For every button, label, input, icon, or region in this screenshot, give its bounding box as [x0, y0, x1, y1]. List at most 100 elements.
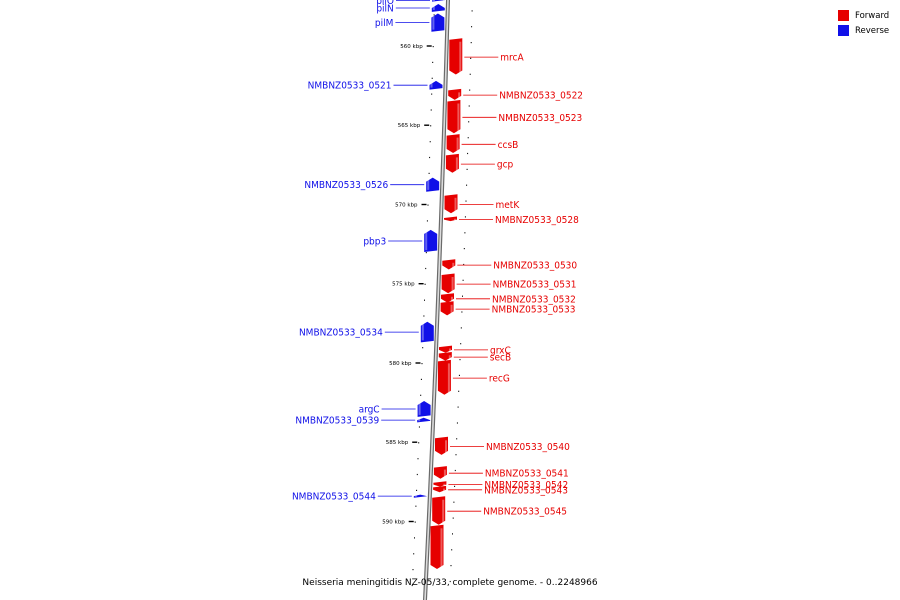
major-tick-mark — [415, 362, 421, 364]
minor-tick-right — [460, 327, 462, 329]
gene-label: pbp3 — [363, 237, 386, 248]
gene-shade — [432, 6, 435, 10]
gene-shade — [452, 262, 455, 268]
gene-label: NMBNZ0533_0521 — [308, 81, 392, 92]
gene-label: NMBNZ0533_0540 — [486, 442, 570, 453]
minor-tick-right — [460, 343, 462, 345]
tick-label: 570 kbp — [395, 203, 418, 209]
gene-arrow — [441, 293, 454, 303]
gene-arrow — [439, 345, 452, 353]
minor-tick-left — [425, 267, 427, 270]
minor-tick-right — [471, 10, 473, 12]
map-caption: Neisseria meningitidis NZ-05/33, complet… — [302, 578, 598, 588]
minor-tick-right — [450, 565, 452, 567]
minor-tick-right — [467, 137, 469, 139]
gene-arrow — [430, 524, 444, 569]
gene-shade — [451, 277, 454, 292]
gene-shade — [447, 363, 450, 393]
minor-tick-right — [469, 73, 471, 75]
minor-tick-right — [456, 438, 458, 440]
gene-shade — [459, 41, 462, 73]
gene-shade — [448, 355, 451, 359]
minor-tick-left — [413, 553, 415, 555]
gene-arrow — [445, 153, 459, 173]
gene-arrow — [444, 194, 458, 214]
gene-label: NMBNZ0533_0528 — [495, 215, 579, 226]
minor-tick-right — [453, 501, 455, 503]
minor-tick-left — [420, 378, 422, 380]
genome-backbone — [422, 0, 451, 600]
gene-shade — [414, 495, 417, 497]
gene-arrow — [420, 321, 434, 343]
minor-tick-right — [466, 184, 468, 186]
minor-tick-right — [459, 359, 461, 361]
forward-swatch — [838, 10, 849, 21]
minor-tick-left — [412, 569, 414, 571]
gene-label: NMBNZ0533_0542 — [484, 480, 568, 491]
gene-arrow — [447, 100, 461, 134]
gene-arrow — [448, 88, 462, 100]
gene-arrow — [426, 177, 440, 192]
gene-shade — [456, 137, 459, 151]
minor-tick-right — [468, 105, 470, 107]
gene-label: recG — [489, 374, 510, 385]
gene-label: pilM — [375, 18, 393, 29]
minor-tick-left — [418, 442, 420, 444]
gene-label: mrcA — [500, 53, 524, 64]
gene-arrow — [431, 4, 445, 12]
gene-arrow — [444, 216, 457, 222]
minor-tick-right — [463, 248, 465, 250]
minor-tick-left — [417, 458, 419, 460]
gene-label: grxC — [490, 345, 511, 356]
legend-label-reverse: Reverse — [855, 25, 890, 36]
minor-tick-left — [416, 473, 418, 476]
legend-item-reverse: Reverse — [838, 23, 889, 38]
gene-arrow — [438, 352, 452, 361]
minor-tick-right — [468, 121, 470, 123]
minor-tick-right — [452, 533, 453, 535]
gene-shade — [449, 348, 451, 352]
gene-label: NMBNZ0533_0522 — [499, 91, 583, 102]
minor-tick-left — [414, 521, 416, 523]
gene-label: NMBNZ0533_0526 — [304, 180, 388, 191]
tick-label: 585 kbp — [386, 440, 409, 446]
minor-tick-right — [461, 311, 463, 313]
gene-arrow — [429, 80, 443, 90]
gene-arrow — [449, 38, 463, 75]
backbone-inner — [424, 0, 449, 600]
minor-tick-right — [454, 469, 456, 472]
gene-shade — [455, 157, 458, 171]
minor-tick-left — [432, 46, 434, 48]
minor-tick-right — [471, 26, 473, 28]
gene-shade — [451, 296, 453, 301]
major-tick-mark — [418, 283, 424, 285]
minor-tick-left — [414, 537, 415, 539]
gene-arrow — [437, 359, 451, 395]
minor-tick-right — [463, 263, 465, 266]
gene-label: NMBNZ0533_0530 — [493, 261, 577, 272]
minor-tick-right — [456, 422, 458, 424]
minor-tick-right — [464, 232, 466, 234]
gene-label: secB — [490, 353, 511, 364]
gene-label: NMBNZ0533_0531 — [493, 280, 577, 291]
minor-tick-left — [420, 394, 422, 396]
minor-tick-left — [430, 125, 432, 127]
minor-tick-right — [470, 57, 472, 59]
gene-arrow — [441, 273, 455, 294]
tick-label: 560 kbp — [400, 44, 423, 50]
minor-tick-left — [429, 141, 431, 143]
gene-arrow — [440, 301, 454, 316]
minor-tick-left — [411, 584, 413, 587]
gene-shade — [457, 103, 460, 132]
major-tick-mark — [412, 441, 418, 443]
gene-arrow — [432, 496, 446, 525]
minor-tick-left — [422, 347, 424, 349]
gene-arrow — [433, 466, 447, 479]
tick-label: 575 kbp — [392, 282, 415, 288]
minor-tick-right — [452, 517, 454, 519]
gene-shade — [440, 528, 443, 568]
reverse-swatch — [838, 25, 849, 36]
minor-tick-left — [415, 505, 417, 507]
minor-tick-left — [425, 252, 427, 254]
